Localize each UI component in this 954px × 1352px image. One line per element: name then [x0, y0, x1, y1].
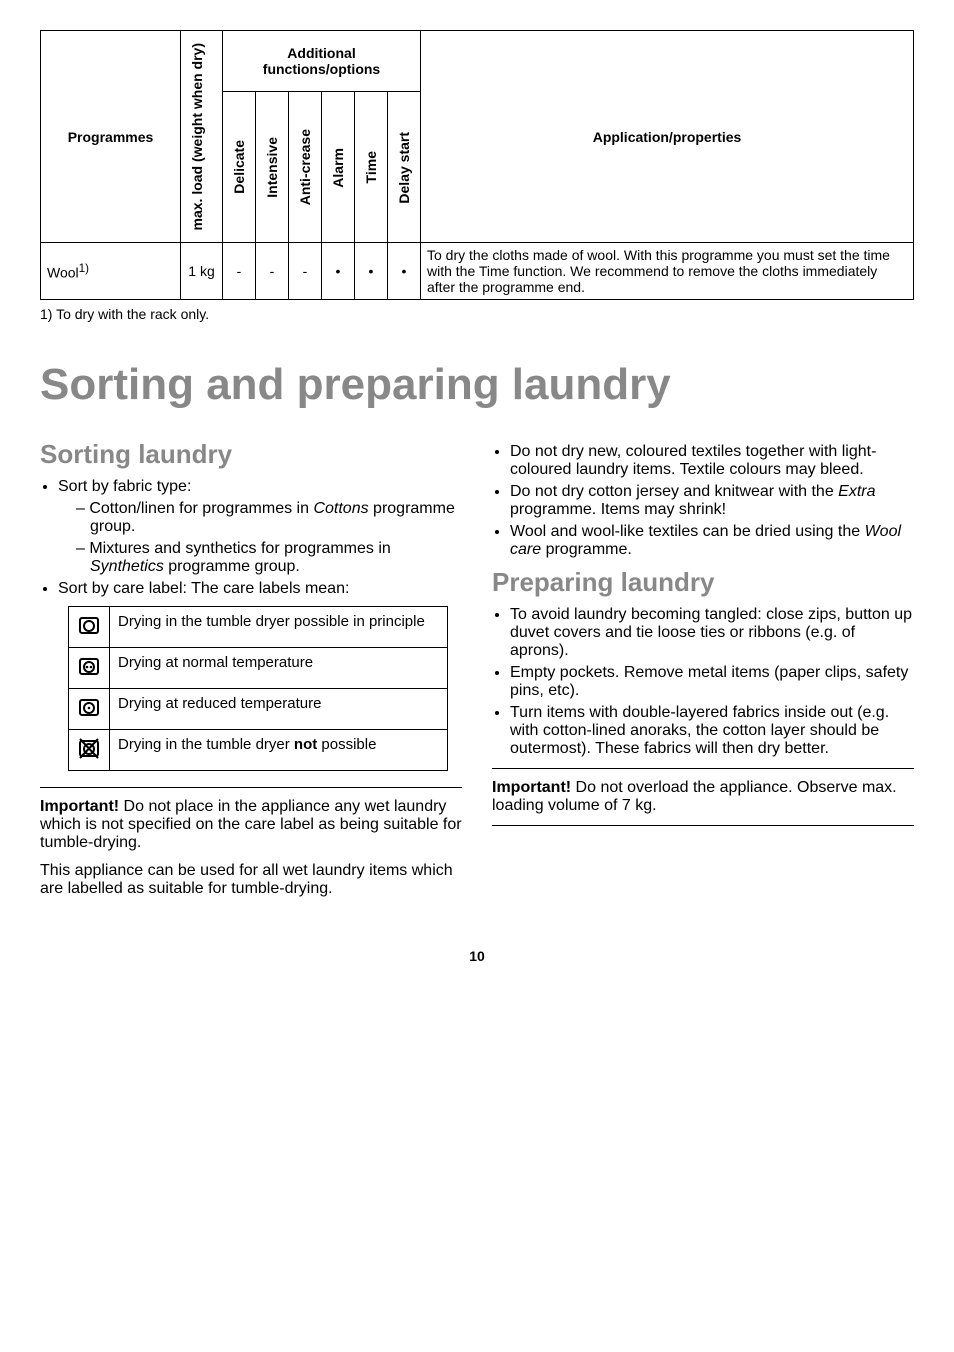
important-note: Important! Do not place in the appliance… [40, 798, 462, 852]
care-icon-principle [69, 606, 110, 647]
table-row: Wool1) 1 kg - - - • • • To dry the cloth… [41, 243, 914, 300]
divider [40, 787, 462, 788]
col-intensive: Intensive [256, 92, 289, 243]
row-load: 1 kg [181, 243, 223, 300]
left-column: Sorting laundry Sort by fabric type: Cot… [40, 439, 462, 908]
section-preparing: Preparing laundry [492, 567, 914, 598]
col-time: Time [355, 92, 388, 243]
section-sorting: Sorting laundry [40, 439, 462, 470]
list-item: Sort by fabric type: Cotton/linen for pr… [58, 478, 462, 576]
col-maxload: max. load (weight when dry) [181, 31, 223, 243]
right-column: Do not dry new, coloured textiles togeth… [492, 439, 914, 908]
table-row: Drying at reduced temperature [69, 688, 448, 729]
care-label-table: Drying in the tumble dryer possible in p… [68, 606, 448, 771]
cell-time: • [355, 243, 388, 300]
cell-delicate: - [223, 243, 256, 300]
list-item: To avoid laundry becoming tangled: close… [510, 606, 914, 660]
col-delicate: Delicate [223, 92, 256, 243]
col-alarm: Alarm [322, 92, 355, 243]
table-row: Drying in the tumble dryer possible in p… [69, 606, 448, 647]
programmes-table: Programmes max. load (weight when dry) A… [40, 30, 914, 300]
care-icon-normal [69, 647, 110, 688]
cell-alarm: • [322, 243, 355, 300]
list-item: Empty pockets. Remove metal items (paper… [510, 664, 914, 700]
page-title: Sorting and preparing laundry [40, 362, 914, 408]
list-item: Wool and wool-like textiles can be dried… [510, 523, 914, 559]
col-appprops: Application/properties [421, 31, 914, 243]
care-text: Drying in the tumble dryer not possible [110, 729, 448, 770]
table-footnote: 1) To dry with the rack only. [40, 306, 914, 322]
row-appprops: To dry the cloths made of wool. With thi… [421, 243, 914, 300]
care-text: Drying at normal temperature [110, 647, 448, 688]
list-item: Do not dry new, coloured textiles togeth… [510, 443, 914, 479]
col-programmes: Programmes [41, 31, 181, 243]
row-name: Wool1) [41, 243, 181, 300]
list-item: Do not dry cotton jersey and knitwear wi… [510, 483, 914, 519]
cell-anticrease: - [289, 243, 322, 300]
care-text: Drying at reduced temperature [110, 688, 448, 729]
cell-intensive: - [256, 243, 289, 300]
page-number: 10 [40, 948, 914, 964]
list-item: Cotton/linen for programmes in Cottons p… [76, 500, 462, 536]
care-icon-not [69, 729, 110, 770]
col-anticrease: Anti-crease [289, 92, 322, 243]
list-item: Mixtures and synthetics for programmes i… [76, 540, 462, 576]
care-text: Drying in the tumble dryer possible in p… [110, 606, 448, 647]
list-item: Turn items with double-layered fabrics i… [510, 704, 914, 758]
care-icon-reduced [69, 688, 110, 729]
col-additional: Additional functions/options [223, 31, 421, 92]
important-note: Important! Do not overload the appliance… [492, 779, 914, 815]
divider [492, 768, 914, 769]
divider [492, 825, 914, 826]
col-delaystart: Delay start [388, 92, 421, 243]
table-row: Drying at normal temperature [69, 647, 448, 688]
cell-delaystart: • [388, 243, 421, 300]
table-row: Drying in the tumble dryer not possible [69, 729, 448, 770]
body-text: This appliance can be used for all wet l… [40, 862, 462, 898]
list-item: Sort by care label: The care labels mean… [58, 580, 462, 598]
